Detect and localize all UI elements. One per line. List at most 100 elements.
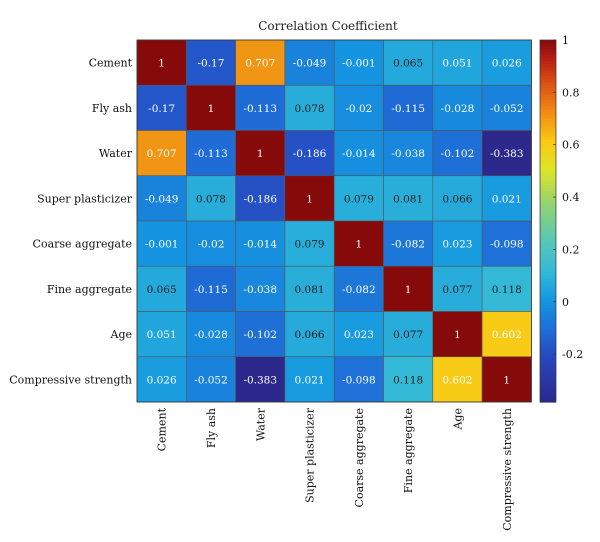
cell-value-label: -0.052 bbox=[490, 103, 524, 115]
cell-value-label: 1 bbox=[454, 329, 461, 341]
colorbar-segment bbox=[540, 383, 556, 388]
cell-value-label: 0.066 bbox=[295, 329, 325, 341]
colorbar-segment bbox=[540, 115, 556, 120]
colorbar-segment bbox=[540, 196, 556, 201]
heatmap-cell bbox=[432, 130, 483, 177]
cell-value-label: -0.028 bbox=[441, 103, 475, 115]
cell-value-label: 1 bbox=[503, 374, 510, 386]
colorbar-segment bbox=[540, 211, 556, 216]
heatmap-cell bbox=[481, 265, 532, 312]
cell-value-label: 0.078 bbox=[196, 193, 226, 205]
heatmap-cells: 1 -0.17 0.707 -0.049 -0.001 0.065 0.051 0.026 -0… bbox=[136, 39, 532, 403]
heatmap-cell bbox=[284, 175, 335, 222]
colorbar-segment bbox=[540, 287, 556, 291]
colorbar-segment bbox=[540, 245, 556, 249]
cell-value-label: 0.118 bbox=[393, 374, 423, 386]
colorbar-segment bbox=[540, 130, 556, 135]
colorbar-segment bbox=[540, 136, 556, 141]
row-labels: Cement Fly ash Water Super plasticizer Coars… bbox=[9, 57, 133, 387]
cell-value-label: 0.118 bbox=[492, 284, 522, 296]
colorbar-segment bbox=[540, 326, 556, 331]
heatmap-cell bbox=[235, 175, 286, 222]
colorbar-segment bbox=[540, 214, 556, 219]
colorbar-segment bbox=[540, 251, 556, 255]
colorbar-segment bbox=[540, 299, 556, 304]
heatmap-cell bbox=[235, 265, 286, 312]
colorbar-segment bbox=[540, 236, 556, 240]
colorbar-segment bbox=[540, 154, 556, 159]
colorbar-segment bbox=[540, 311, 556, 316]
cell-value-label: 0.081 bbox=[295, 284, 325, 296]
colorbar-segment bbox=[540, 230, 556, 234]
cell-value-label: 0.051 bbox=[442, 58, 472, 70]
colorbar-segment bbox=[540, 73, 556, 77]
heatmap-cell bbox=[383, 39, 434, 86]
cell-value-label: -0.186 bbox=[293, 148, 327, 160]
colorbar-segment bbox=[540, 329, 556, 334]
cell-value-label: 0.079 bbox=[344, 193, 374, 205]
heatmap-cell bbox=[235, 220, 286, 267]
colorbar-segment bbox=[540, 193, 556, 198]
cell-value-label: 0.065 bbox=[147, 284, 177, 296]
colorbar-segment bbox=[540, 97, 556, 101]
colorbar-segment bbox=[540, 389, 556, 394]
cell-value-label: -0.383 bbox=[490, 148, 524, 160]
colorbar-segment bbox=[540, 353, 556, 358]
colorbar-segment bbox=[540, 398, 556, 403]
colorbar-segment bbox=[540, 335, 556, 340]
colorbar-segment bbox=[540, 284, 556, 288]
colorbar-segment bbox=[540, 344, 556, 349]
cell-value-label: 0.065 bbox=[393, 58, 423, 70]
cell-value-label: -0.102 bbox=[243, 329, 277, 341]
colorbar-segment bbox=[540, 293, 556, 298]
row-label: Compressive strength bbox=[9, 373, 132, 386]
cell-value-label: -0.082 bbox=[391, 239, 425, 251]
cell-value-label: 0.707 bbox=[147, 148, 177, 160]
colorbar-segment bbox=[540, 371, 556, 376]
row-label: Fine aggregate bbox=[47, 283, 132, 296]
colorbar-segment bbox=[540, 347, 556, 352]
cell-value-label: -0.17 bbox=[197, 58, 224, 70]
cell-value-label: -0.383 bbox=[243, 374, 277, 386]
colorbar-segment bbox=[540, 109, 556, 113]
heatmap-cell bbox=[284, 39, 335, 86]
cell-value-label: 1 bbox=[158, 58, 165, 70]
colorbar-segment bbox=[540, 233, 556, 237]
cell-value-label: -0.098 bbox=[342, 374, 376, 386]
heatmap-cell bbox=[333, 220, 384, 267]
colorbar-segment bbox=[540, 221, 556, 225]
cell-value-label: 0.602 bbox=[492, 329, 522, 341]
colorbar-tick-label: 0 bbox=[562, 296, 569, 309]
cell-value-label: -0.102 bbox=[441, 148, 475, 160]
colorbar-segment bbox=[540, 79, 556, 83]
column-labels: Cement Fly ash Water Super plasticizer Coars… bbox=[156, 407, 514, 531]
cell-value-label: 0.079 bbox=[295, 239, 325, 251]
heatmap-cell bbox=[333, 311, 384, 358]
colorbar-segment bbox=[540, 49, 556, 53]
cell-value-label: -0.038 bbox=[243, 284, 277, 296]
heatmap-cell bbox=[481, 220, 532, 267]
heatmap-cell bbox=[481, 84, 532, 131]
colorbar-segment bbox=[540, 338, 556, 343]
colorbar-segment bbox=[540, 151, 556, 156]
colorbar-segment bbox=[540, 112, 556, 117]
cell-value-label: 0.023 bbox=[344, 329, 374, 341]
colorbar-segment bbox=[540, 82, 556, 86]
heatmap-cell bbox=[186, 39, 236, 86]
colorbar-segment bbox=[540, 139, 556, 144]
cell-value-label: -0.049 bbox=[145, 193, 179, 205]
colorbar-segment bbox=[540, 67, 556, 71]
cell-value-label: 0.078 bbox=[295, 103, 325, 115]
cell-value-label: -0.115 bbox=[194, 284, 228, 296]
colorbar-segment bbox=[540, 239, 556, 243]
heatmap-cell bbox=[186, 84, 236, 131]
cell-value-label: 0.602 bbox=[442, 374, 472, 386]
heatmap-cell bbox=[481, 356, 532, 403]
colorbar-segment bbox=[540, 178, 556, 183]
column-label: Water bbox=[254, 407, 267, 441]
colorbar-segment bbox=[540, 118, 556, 123]
colorbar-tick-label: -0.2 bbox=[562, 348, 583, 361]
colorbar-tick-label: 0.8 bbox=[562, 86, 580, 99]
column-label: Coarse aggregate bbox=[353, 408, 366, 507]
colorbar-segment bbox=[540, 227, 556, 231]
